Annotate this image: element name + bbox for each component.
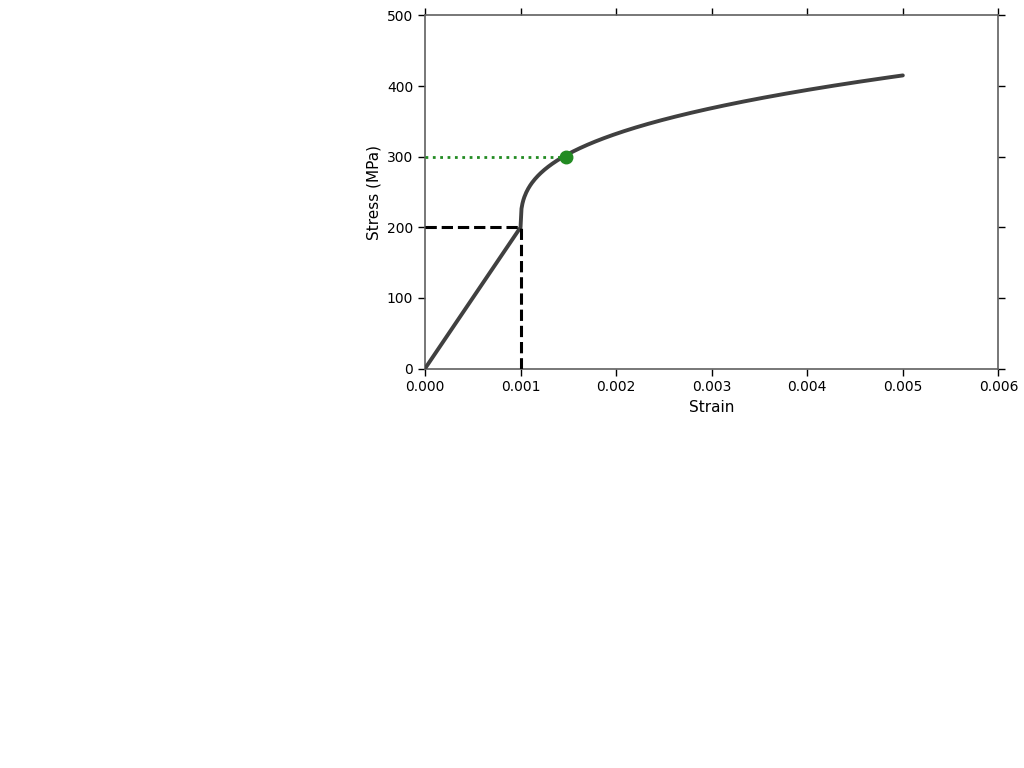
Y-axis label: Stress (MPa): Stress (MPa) [367, 144, 381, 240]
X-axis label: Strain: Strain [689, 400, 734, 415]
